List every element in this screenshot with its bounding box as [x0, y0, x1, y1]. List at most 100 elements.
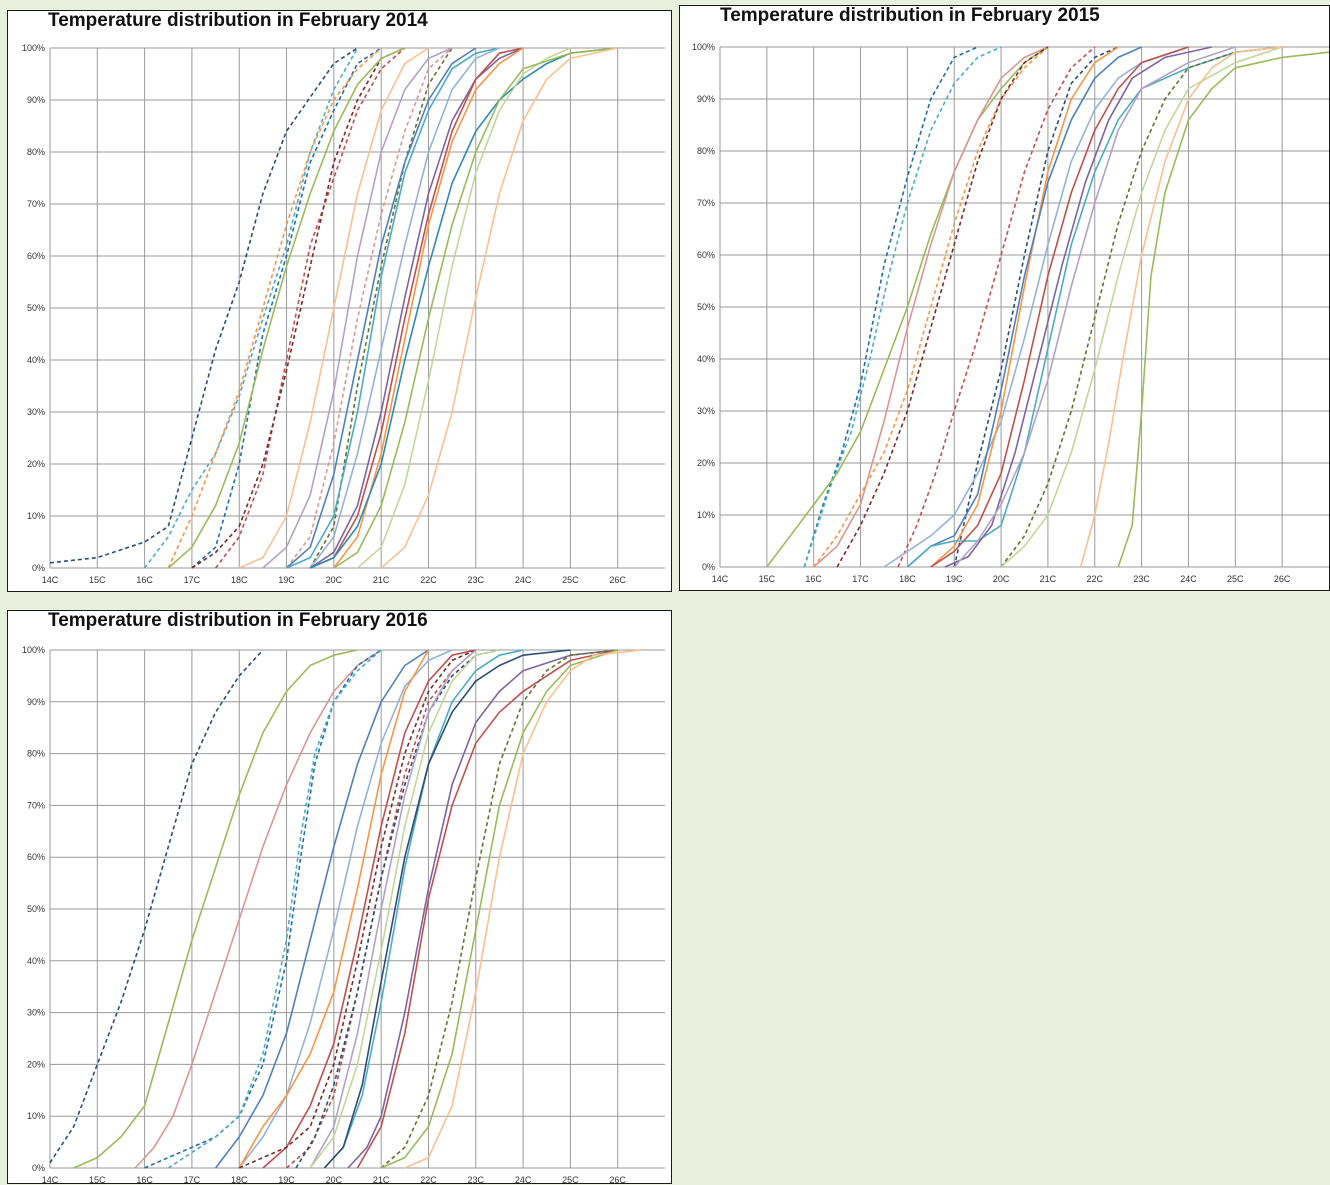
y-tick-label: 50% [697, 302, 715, 312]
y-tick-label: 60% [27, 251, 45, 261]
x-tick-label: 19C [946, 574, 963, 584]
series-line [214, 47, 406, 569]
series-line [944, 46, 1213, 568]
series-line [309, 47, 453, 569]
y-tick-label: 20% [697, 458, 715, 468]
x-tick-label: 23C [1133, 574, 1150, 584]
y-tick-label: 10% [697, 510, 715, 520]
y-tick-label: 20% [27, 1059, 45, 1069]
series-line [238, 649, 453, 1169]
x-tick-label: 18C [231, 1175, 248, 1185]
x-tick-label: 26C [1274, 574, 1291, 584]
chart-2016: 0% 10% 20% 30% 40% 50% 60% 70% 80% 90% 100% 14C 15C 1… [22, 645, 665, 1185]
y-tick-label: 60% [697, 250, 715, 260]
chart-2015: 0% 10% 20% 30% 40% 50% 60% 70% 80% 90% 100% 14C 15C 1… [692, 42, 1329, 584]
x-tick-label: 18C [899, 574, 916, 584]
series-line [813, 46, 1049, 568]
series-line [285, 47, 477, 569]
x-tick-label: 18C [231, 575, 248, 585]
chart-2014: 0% 10% 20% 30% 40% 50% 60% 70% 80% 90% 100% 14C 15C 1… [22, 43, 665, 585]
y-tick-label: 80% [27, 147, 45, 157]
x-tick-label: 21C [1040, 574, 1057, 584]
y-tick-label: 90% [27, 95, 45, 105]
x-tick-label: 22C [1087, 574, 1104, 584]
series-group [49, 649, 642, 1169]
series-line [803, 46, 1002, 568]
y-tick-label: 20% [27, 459, 45, 469]
y-tick-label: 40% [27, 355, 45, 365]
x-tick-label: 17C [184, 1175, 201, 1185]
series-line [191, 47, 382, 569]
series-line [766, 46, 1049, 568]
y-tick-label: 0% [32, 563, 45, 573]
x-tick-label: 14C [712, 574, 729, 584]
series-line [380, 649, 618, 1169]
y-tick-label: 50% [27, 303, 45, 313]
x-tick-label: 15C [89, 1175, 106, 1185]
chart-panel-2015: Temperature distribution in February 201… [679, 5, 1330, 591]
y-tick-label: 100% [692, 42, 715, 52]
series-line [906, 46, 1142, 568]
series-line [262, 47, 453, 569]
chart-panel-2014: Temperature distribution in February 201… [7, 10, 672, 592]
chart-title: Temperature distribution in February 201… [720, 5, 1100, 26]
series-line [356, 47, 571, 569]
series-line [285, 47, 453, 569]
x-tick-label: 21C [373, 575, 390, 585]
series-line [49, 47, 358, 564]
y-tick-label: 10% [27, 511, 45, 521]
series-line [836, 46, 1049, 568]
x-tick-label: 23C [468, 1175, 485, 1185]
y-tick-label: 30% [27, 1008, 45, 1018]
x-tick-label: 16C [805, 574, 822, 584]
series-group [766, 46, 1329, 568]
series-line [333, 47, 618, 569]
series-line [49, 649, 264, 1164]
x-tick-label: 16C [136, 1175, 153, 1185]
x-tick-label: 26C [609, 1175, 626, 1185]
x-tick-label: 15C [759, 574, 776, 584]
x-tick-label: 14C [42, 1175, 59, 1185]
series-line [286, 47, 500, 569]
y-tick-label: 30% [697, 406, 715, 416]
y-tick-label: 0% [32, 1163, 45, 1173]
x-tick-label: 25C [562, 575, 579, 585]
series-line [191, 47, 406, 569]
y-tick-label: 0% [702, 562, 715, 572]
series-line [356, 649, 618, 1169]
series-line [813, 46, 1049, 568]
y-tick-label: 100% [22, 43, 45, 53]
series-line [380, 649, 618, 1169]
series-line [238, 649, 477, 1169]
x-tick-label: 15C [89, 575, 106, 585]
series-line [309, 47, 524, 569]
series-line [930, 46, 1119, 568]
series-line [134, 649, 382, 1169]
series-line [953, 46, 1119, 568]
series-line [167, 47, 406, 569]
series-line [1000, 46, 1283, 568]
series-line [295, 649, 500, 1169]
y-tick-label: 40% [27, 956, 45, 966]
series-line [1000, 46, 1283, 568]
y-tick-label: 70% [27, 800, 45, 810]
series-line [238, 47, 429, 569]
x-tick-label: 24C [515, 575, 532, 585]
x-tick-label: 20C [993, 574, 1010, 584]
y-tick-label: 80% [697, 146, 715, 156]
chart-title: Temperature distribution in February 201… [48, 610, 428, 631]
series-line [1117, 51, 1329, 568]
series-line [930, 46, 1189, 568]
series-line [309, 649, 477, 1169]
x-tick-label: 21C [373, 1175, 390, 1185]
y-tick-label: 10% [27, 1111, 45, 1121]
series-line [323, 649, 524, 1169]
series-line [167, 649, 382, 1169]
series-line [380, 47, 618, 569]
y-tick-label: 90% [27, 697, 45, 707]
x-tick-label: 24C [515, 1175, 532, 1185]
series-line [906, 46, 1283, 568]
x-tick-label: 25C [1227, 574, 1244, 584]
y-tick-label: 90% [697, 94, 715, 104]
series-line [897, 46, 1096, 568]
